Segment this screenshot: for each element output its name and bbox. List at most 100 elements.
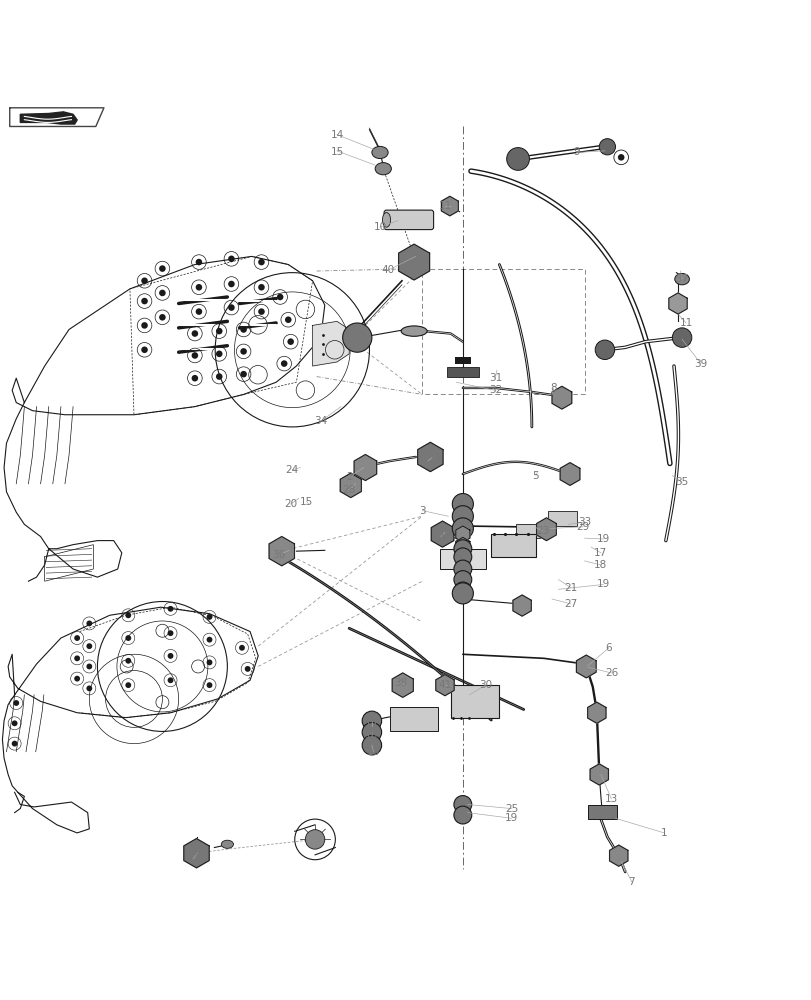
Circle shape bbox=[453, 540, 471, 558]
Text: 11: 11 bbox=[679, 318, 692, 328]
Circle shape bbox=[11, 720, 18, 726]
Text: 15: 15 bbox=[300, 497, 313, 507]
Polygon shape bbox=[441, 196, 457, 216]
Polygon shape bbox=[312, 321, 349, 366]
Circle shape bbox=[191, 330, 198, 337]
Text: 19: 19 bbox=[504, 813, 517, 823]
Polygon shape bbox=[609, 845, 627, 866]
Text: 6: 6 bbox=[605, 643, 611, 653]
Text: 20: 20 bbox=[284, 499, 297, 509]
Circle shape bbox=[244, 666, 251, 672]
Circle shape bbox=[342, 323, 371, 352]
Circle shape bbox=[191, 352, 198, 359]
Text: 26: 26 bbox=[604, 668, 617, 678]
Polygon shape bbox=[668, 293, 686, 314]
FancyBboxPatch shape bbox=[384, 210, 433, 230]
Circle shape bbox=[452, 494, 473, 515]
Text: 31: 31 bbox=[488, 373, 501, 383]
Circle shape bbox=[453, 560, 471, 578]
Circle shape bbox=[167, 677, 174, 683]
Circle shape bbox=[453, 806, 471, 824]
Text: 37: 37 bbox=[675, 274, 688, 284]
Polygon shape bbox=[513, 595, 530, 616]
Bar bbox=[587, 804, 616, 819]
Text: 40: 40 bbox=[381, 265, 394, 275]
Text: 22: 22 bbox=[421, 456, 434, 466]
Circle shape bbox=[74, 676, 80, 682]
Circle shape bbox=[125, 612, 131, 618]
Circle shape bbox=[141, 346, 148, 353]
Circle shape bbox=[195, 308, 202, 315]
Circle shape bbox=[453, 582, 471, 600]
Circle shape bbox=[258, 308, 264, 315]
Circle shape bbox=[506, 148, 529, 170]
Circle shape bbox=[305, 830, 324, 849]
Text: 36: 36 bbox=[272, 550, 285, 560]
Polygon shape bbox=[340, 473, 361, 498]
Polygon shape bbox=[10, 108, 104, 126]
Circle shape bbox=[159, 290, 165, 296]
Circle shape bbox=[167, 630, 174, 636]
Circle shape bbox=[159, 314, 165, 321]
Circle shape bbox=[258, 284, 264, 291]
Ellipse shape bbox=[382, 213, 390, 227]
Circle shape bbox=[362, 711, 381, 731]
Circle shape bbox=[159, 265, 165, 272]
Text: 28: 28 bbox=[342, 485, 355, 495]
Circle shape bbox=[240, 348, 247, 355]
Bar bbox=[440, 549, 485, 569]
Polygon shape bbox=[417, 442, 443, 472]
Circle shape bbox=[141, 322, 148, 329]
Bar bbox=[491, 534, 535, 557]
Circle shape bbox=[206, 659, 212, 665]
Circle shape bbox=[141, 277, 148, 284]
Text: 16: 16 bbox=[365, 730, 378, 740]
Circle shape bbox=[258, 259, 264, 265]
Circle shape bbox=[125, 635, 131, 641]
Text: 17: 17 bbox=[594, 548, 607, 558]
Polygon shape bbox=[398, 244, 429, 280]
Circle shape bbox=[281, 360, 287, 367]
Text: 12: 12 bbox=[365, 721, 378, 731]
Circle shape bbox=[125, 682, 131, 688]
Text: 35: 35 bbox=[675, 477, 688, 487]
Circle shape bbox=[86, 685, 92, 691]
Text: 3: 3 bbox=[418, 506, 425, 516]
Text: 32: 32 bbox=[488, 385, 501, 395]
Bar bbox=[450, 685, 499, 718]
Circle shape bbox=[195, 284, 202, 291]
Circle shape bbox=[206, 637, 212, 643]
Circle shape bbox=[453, 571, 471, 589]
Text: 23: 23 bbox=[535, 526, 548, 536]
Circle shape bbox=[594, 340, 614, 360]
Circle shape bbox=[74, 635, 80, 641]
Polygon shape bbox=[431, 521, 453, 547]
Polygon shape bbox=[536, 518, 556, 541]
Ellipse shape bbox=[674, 273, 689, 285]
Circle shape bbox=[86, 621, 92, 626]
Text: 8: 8 bbox=[550, 383, 556, 393]
Ellipse shape bbox=[401, 326, 427, 336]
Bar bbox=[454, 357, 470, 364]
Polygon shape bbox=[551, 386, 571, 409]
Text: 1: 1 bbox=[660, 828, 667, 838]
Circle shape bbox=[617, 154, 624, 161]
Circle shape bbox=[452, 583, 473, 604]
Circle shape bbox=[228, 304, 234, 311]
Text: 27: 27 bbox=[564, 599, 577, 609]
Circle shape bbox=[125, 658, 131, 664]
Polygon shape bbox=[436, 675, 453, 696]
Text: 41: 41 bbox=[438, 680, 451, 690]
Circle shape bbox=[228, 256, 234, 262]
Circle shape bbox=[74, 655, 80, 661]
Circle shape bbox=[240, 326, 247, 333]
Text: 13: 13 bbox=[604, 794, 617, 804]
Text: 38: 38 bbox=[393, 678, 406, 688]
Text: 24: 24 bbox=[285, 465, 298, 475]
Bar bbox=[547, 511, 576, 526]
Text: 10: 10 bbox=[373, 222, 386, 232]
Polygon shape bbox=[20, 112, 77, 124]
Circle shape bbox=[206, 614, 212, 620]
Polygon shape bbox=[587, 702, 605, 723]
Circle shape bbox=[238, 645, 245, 651]
